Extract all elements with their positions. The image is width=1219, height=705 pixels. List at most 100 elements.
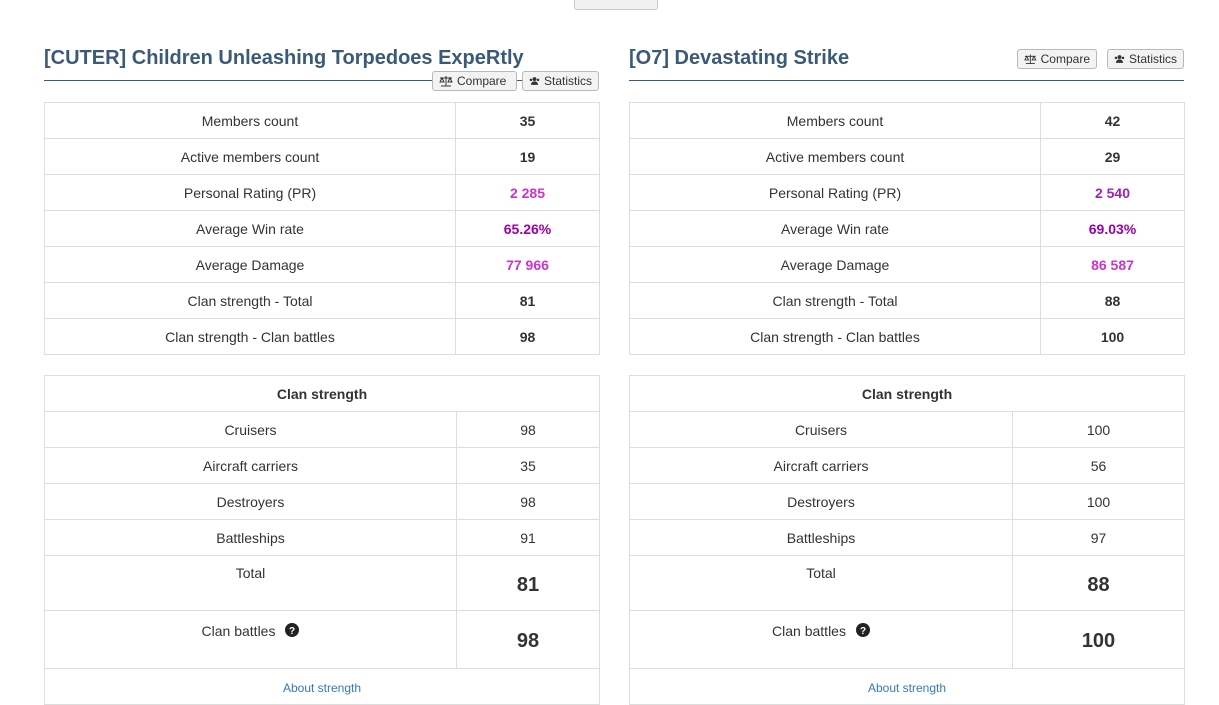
stat-row: Members count 42 <box>629 102 1185 139</box>
statistics-button[interactable]: Statistics <box>522 71 599 91</box>
stat-value: 29 <box>1040 138 1185 175</box>
stat-value: 65.26% <box>455 210 600 247</box>
stat-label: Average Win rate <box>629 210 1041 247</box>
about-strength-cell: About strength <box>43 668 601 705</box>
strength-label: Battleships <box>629 519 1013 556</box>
stat-value: 86 587 <box>1040 246 1185 283</box>
stat-label: Average Win rate <box>44 210 456 247</box>
stat-value: 2 540 <box>1040 174 1185 211</box>
stat-row: Clan strength - Clan battles 98 <box>44 318 600 355</box>
stat-label: Clan strength - Total <box>629 282 1041 319</box>
clan-strength-table: Clan strength Cruisers 100 Aircraft carri… <box>628 375 1186 705</box>
strength-label: Aircraft carriers <box>629 447 1013 484</box>
clan-battles-label: Clan battles <box>201 623 276 639</box>
stat-value: 88 <box>1040 282 1185 319</box>
strength-row-battleships: Battleships 97 <box>629 519 1186 556</box>
stat-row: Personal Rating (PR) 2 285 <box>44 174 600 211</box>
strength-label: Cruisers <box>629 411 1013 448</box>
strength-row-battleships: Battleships 91 <box>44 519 601 556</box>
strength-row-clan-battles: Clan battles? 98 <box>44 610 601 669</box>
total-value: 81 <box>455 555 601 611</box>
balance-scale-icon <box>439 76 453 87</box>
clan-strength-table: Clan strength Cruisers 98 Aircraft carrie… <box>43 375 601 705</box>
stat-label: Clan strength - Clan battles <box>629 318 1041 355</box>
stat-label: Members count <box>629 102 1041 139</box>
users-icon <box>529 77 540 85</box>
stat-value: 35 <box>455 102 600 139</box>
strength-value: 91 <box>455 519 601 556</box>
strength-label: Cruisers <box>44 411 457 448</box>
strength-value: 98 <box>455 483 601 520</box>
balance-scale-icon <box>1024 54 1037 64</box>
clan-battles-value: 100 <box>1011 610 1186 669</box>
title-divider <box>629 80 1184 81</box>
title-divider <box>44 80 599 81</box>
question-circle-icon[interactable]: ? <box>855 623 870 638</box>
stat-label: Active members count <box>44 138 456 175</box>
stat-row: Average Damage 86 587 <box>629 246 1185 283</box>
strength-value: 100 <box>1011 483 1186 520</box>
compare-button[interactable]: Compare <box>1017 49 1097 69</box>
strength-label: Destroyers <box>44 483 457 520</box>
stat-row: Personal Rating (PR) 2 540 <box>629 174 1185 211</box>
strength-header: Clan strength <box>43 375 601 412</box>
strength-row-destroyers: Destroyers 98 <box>44 483 601 520</box>
strength-row-total: Total 81 <box>44 555 601 611</box>
stat-label: Clan strength - Clan battles <box>44 318 456 355</box>
strength-header: Clan strength <box>628 375 1186 412</box>
stat-value: 19 <box>455 138 600 175</box>
strength-label: Aircraft carriers <box>44 447 457 484</box>
strength-row-cruisers: Cruisers 98 <box>44 411 601 448</box>
strength-row-cruisers: Cruisers 100 <box>629 411 1186 448</box>
stat-value: 100 <box>1040 318 1185 355</box>
clan-battles-cell: Clan battles? <box>44 610 457 669</box>
about-strength-link[interactable]: About strength <box>282 680 362 695</box>
stat-value: 98 <box>455 318 600 355</box>
clan-stats-table: Members count 35 Active members count 19 Per… <box>44 102 600 355</box>
stat-row: Average Win rate 69.03% <box>629 210 1185 247</box>
stat-row: Active members count 19 <box>44 138 600 175</box>
stat-label: Average Damage <box>629 246 1041 283</box>
stat-label: Personal Rating (PR) <box>44 174 456 211</box>
strength-value: 35 <box>455 447 601 484</box>
question-circle-icon[interactable]: ? <box>285 623 300 638</box>
strength-row-carriers: Aircraft carriers 35 <box>44 447 601 484</box>
about-strength-link[interactable]: About strength <box>867 680 947 695</box>
clan-stats-table: Members count 42 Active members count 29 Per… <box>629 102 1185 355</box>
stat-row: Clan strength - Total 88 <box>629 282 1185 319</box>
stat-label: Clan strength - Total <box>44 282 456 319</box>
stat-row: Average Win rate 65.26% <box>44 210 600 247</box>
compare-button[interactable]: Compare <box>432 71 517 91</box>
stat-value: 69.03% <box>1040 210 1185 247</box>
stat-row: Clan strength - Clan battles 100 <box>629 318 1185 355</box>
strength-value: 100 <box>1011 411 1186 448</box>
stat-value: 2 285 <box>455 174 600 211</box>
strength-row-clan-battles: Clan battles? 100 <box>629 610 1186 669</box>
stat-label: Active members count <box>629 138 1041 175</box>
stat-label: Average Damage <box>44 246 456 283</box>
statistics-label: Statistics <box>1128 52 1177 66</box>
clan-title[interactable]: [O7] Devastating Strike <box>629 47 850 69</box>
clan-battles-value: 98 <box>455 610 601 669</box>
about-strength-cell: About strength <box>628 668 1186 705</box>
stat-label: Members count <box>44 102 456 139</box>
stat-row: Members count 35 <box>44 102 600 139</box>
strength-value: 98 <box>455 411 601 448</box>
strength-row-carriers: Aircraft carriers 56 <box>629 447 1186 484</box>
strength-row-destroyers: Destroyers 100 <box>629 483 1186 520</box>
stat-value: 81 <box>455 282 600 319</box>
strength-value: 97 <box>1011 519 1186 556</box>
stat-row: Average Damage 77 966 <box>44 246 600 283</box>
stat-label: Personal Rating (PR) <box>629 174 1041 211</box>
top-tab-button[interactable] <box>574 0 658 10</box>
compare-label: Compare <box>457 74 507 88</box>
clan-title[interactable]: [CUTER] Children Unleashing Torpedoes Ex… <box>44 47 524 69</box>
total-value: 88 <box>1011 555 1186 611</box>
stat-value: 42 <box>1040 102 1185 139</box>
stat-row: Active members count 29 <box>629 138 1185 175</box>
clan-battles-label: Clan battles <box>772 623 846 639</box>
statistics-button[interactable]: Statistics <box>1107 49 1184 69</box>
svg-text:?: ? <box>289 626 295 637</box>
compare-label: Compare <box>1040 52 1090 66</box>
users-icon <box>1114 55 1125 63</box>
